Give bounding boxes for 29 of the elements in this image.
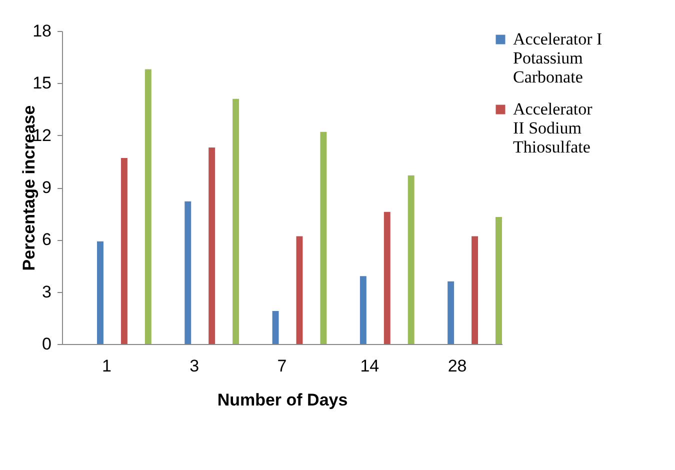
y-tick-label: 0 <box>42 334 52 354</box>
bar <box>360 276 366 344</box>
x-tick-label: 3 <box>190 356 200 376</box>
bar <box>296 236 303 344</box>
y-tick-label: 3 <box>42 282 52 302</box>
bar <box>184 201 192 344</box>
legend-label: Accelerator I Potassium Carbonate <box>513 30 603 86</box>
x-tick-label: 28 <box>448 356 467 376</box>
bar <box>208 148 216 344</box>
bar <box>144 69 152 344</box>
y-tick-label: 15 <box>32 74 52 93</box>
bar <box>97 241 104 344</box>
legend-label: Accelerator II Sodium Thiosulfate <box>513 100 593 156</box>
x-axis-title: Number of Days <box>217 390 348 410</box>
bar <box>232 98 240 344</box>
bar <box>120 158 128 344</box>
x-tick-label: 14 <box>360 356 380 376</box>
y-tick-label: 6 <box>42 230 52 250</box>
bar <box>320 132 327 344</box>
bar <box>384 212 390 344</box>
y-tick-label: 9 <box>42 178 52 197</box>
bar <box>496 217 502 344</box>
bar <box>272 310 279 344</box>
x-tick-label: 7 <box>277 356 287 376</box>
bar <box>408 175 414 344</box>
bar <box>472 236 478 344</box>
bar <box>448 281 454 344</box>
y-tick-label: 18 <box>32 22 52 40</box>
x-tick-label: 1 <box>102 356 112 376</box>
